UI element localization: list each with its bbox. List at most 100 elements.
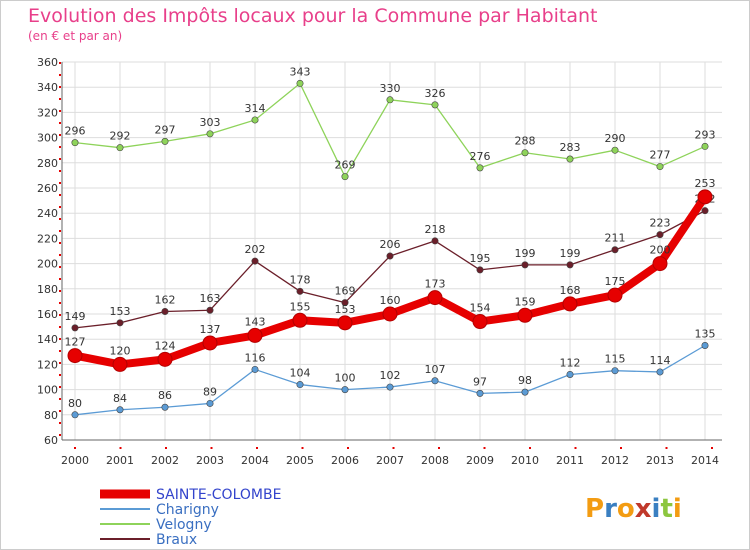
data-point-sainte-colombe (427, 290, 443, 306)
data-label-velogny: 303 (200, 116, 221, 129)
data-point-sainte-colombe (517, 307, 533, 323)
data-label-charigny: 98 (518, 374, 532, 387)
proxiti-logo: Proxiti (585, 494, 682, 524)
y-tick-label: 320 (37, 106, 58, 119)
data-point-sainte-colombe (382, 306, 398, 322)
data-point-sainte-colombe (202, 335, 218, 351)
x-tick-label: 2007 (376, 454, 404, 467)
x-tick-label: 2000 (61, 454, 89, 467)
data-label-braux: 223 (650, 217, 671, 230)
y-tick-label: 180 (37, 283, 58, 296)
data-label-charigny: 107 (425, 363, 446, 376)
data-label-velogny: 314 (245, 102, 266, 115)
series-layer: 296 292 297 303 314 343 269 330 326 276 288 283 290 2… (65, 65, 716, 419)
data-label-braux: 199 (560, 247, 581, 260)
data-point-braux (161, 307, 169, 315)
data-point-sainte-colombe (112, 356, 128, 372)
data-label-velogny: 288 (515, 135, 536, 148)
data-label-braux: 202 (245, 243, 266, 256)
data-point-velogny (71, 139, 79, 147)
data-point-braux (476, 266, 484, 274)
data-point-charigny (386, 383, 394, 391)
y-tick-label: 100 (37, 384, 58, 397)
logo-letter: i (673, 494, 682, 524)
data-label-braux: 211 (605, 232, 626, 245)
data-label-velogny: 293 (695, 128, 716, 141)
x-tick-label: 2001 (106, 454, 134, 467)
data-label-sainte-colombe: 124 (155, 339, 176, 352)
data-point-braux (701, 207, 709, 215)
y-tick-label: 340 (37, 81, 58, 94)
data-point-charigny (476, 389, 484, 397)
data-point-braux (341, 299, 349, 307)
data-label-braux: 149 (65, 310, 86, 323)
data-point-charigny (206, 399, 214, 407)
data-point-braux (206, 306, 214, 314)
data-label-velogny: 326 (425, 87, 446, 100)
data-label-charigny: 97 (473, 375, 487, 388)
data-point-braux (521, 261, 529, 269)
data-label-sainte-colombe: 155 (290, 300, 311, 313)
data-point-sainte-colombe (472, 314, 488, 330)
logo-letter: i (652, 494, 661, 524)
data-point-velogny (656, 163, 664, 171)
y-tick-label: 140 (37, 333, 58, 346)
data-label-charigny: 100 (335, 372, 356, 385)
data-label-charigny: 116 (245, 351, 266, 364)
x-tick-label: 2012 (601, 454, 629, 467)
chart-title: Evolution des Impôts locaux pour la Comm… (28, 5, 598, 27)
data-point-velogny (476, 164, 484, 172)
data-point-braux (431, 237, 439, 245)
data-label-charigny: 89 (203, 385, 217, 398)
x-tick-label: 2008 (421, 454, 449, 467)
data-point-velogny (206, 130, 214, 138)
data-point-velogny (431, 101, 439, 109)
y-tick-label: 300 (37, 132, 58, 145)
y-tick-label: 220 (37, 232, 58, 245)
data-point-velogny (251, 116, 259, 124)
data-label-braux: 178 (290, 273, 311, 286)
data-label-braux: 169 (335, 285, 356, 298)
legend-label-charigny: Charigny (156, 502, 219, 518)
data-label-charigny: 80 (68, 397, 82, 410)
x-tick-label: 2009 (466, 454, 494, 467)
data-label-velogny: 297 (155, 123, 176, 136)
data-label-braux: 206 (380, 238, 401, 251)
logo-letter: o (617, 494, 635, 524)
data-point-charigny (296, 381, 304, 389)
x-tick-label: 2011 (556, 454, 584, 467)
data-label-sainte-colombe: 160 (380, 294, 401, 307)
data-point-sainte-colombe (157, 351, 173, 367)
data-point-braux (566, 261, 574, 269)
data-label-velogny: 330 (380, 82, 401, 95)
data-point-sainte-colombe (697, 189, 713, 205)
data-label-velogny: 276 (470, 150, 491, 163)
data-point-velogny (521, 149, 529, 157)
data-label-sainte-colombe: 137 (200, 323, 221, 336)
data-point-charigny (566, 370, 574, 378)
data-label-sainte-colombe: 120 (110, 344, 131, 357)
data-point-braux (611, 246, 619, 254)
data-label-charigny: 135 (695, 328, 716, 341)
x-tick-label: 2010 (511, 454, 539, 467)
y-tick-label: 260 (37, 182, 58, 195)
axes: 60 80 100 120 140 160 180 200 220 240 260 280 300 320… (37, 56, 722, 467)
data-point-velogny (701, 142, 709, 150)
data-label-velogny: 277 (650, 149, 671, 162)
data-point-charigny (71, 411, 79, 419)
legend-label-braux: Braux (156, 532, 197, 548)
data-point-braux (386, 252, 394, 260)
data-point-sainte-colombe (247, 327, 263, 343)
x-tick-label: 2014 (691, 454, 719, 467)
data-label-sainte-colombe: 253 (695, 177, 716, 190)
legend-label-velogny: Velogny (156, 517, 212, 533)
data-label-velogny: 343 (290, 65, 311, 78)
data-label-sainte-colombe: 173 (425, 278, 446, 291)
data-point-velogny (296, 79, 304, 87)
y-tick-label: 80 (44, 409, 58, 422)
data-point-charigny (611, 367, 619, 375)
data-label-sainte-colombe: 143 (245, 315, 266, 328)
logo-letter: t (660, 494, 672, 524)
